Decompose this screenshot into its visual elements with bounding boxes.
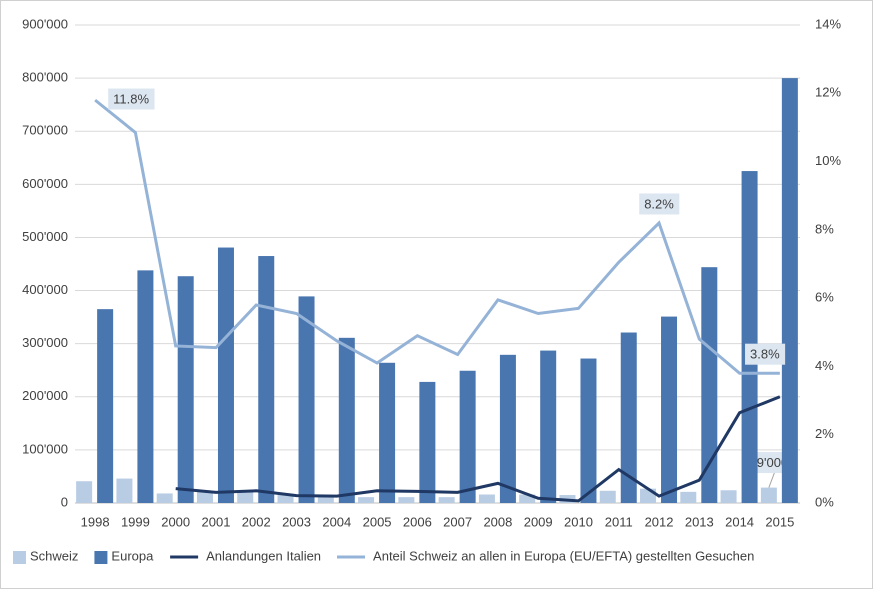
y-tick-label: 600'000 (22, 176, 68, 191)
bar (338, 337, 355, 503)
bar (419, 381, 436, 503)
y2-tick-label: 6% (815, 290, 834, 305)
x-tick-label: 2010 (564, 514, 593, 529)
bar (680, 491, 697, 503)
bar (317, 495, 334, 503)
x-tick-label: 2015 (765, 514, 794, 529)
y2-tick-label: 2% (815, 426, 834, 441)
bar (760, 487, 777, 503)
x-tick-label: 2014 (725, 514, 754, 529)
bar (540, 350, 557, 503)
data-label: 11.8% (113, 92, 149, 107)
bar (137, 270, 154, 503)
line (175, 395, 781, 503)
y-tick-label: 0 (61, 494, 68, 509)
bar (237, 491, 254, 503)
bar (97, 309, 114, 503)
y2-tick-label: 12% (815, 85, 841, 100)
bar (519, 494, 536, 503)
bar (701, 267, 718, 503)
y2-tick-label: 10% (815, 153, 841, 168)
data-label-box (639, 193, 680, 215)
legend-label: Anlandungen Italien (206, 548, 321, 563)
bar (156, 493, 173, 503)
line (94, 98, 780, 375)
legend-swatch (13, 551, 26, 564)
bar (459, 370, 476, 503)
bar (478, 494, 495, 503)
y-tick-label: 900'000 (22, 16, 68, 31)
x-tick-label: 2009 (524, 514, 553, 529)
bar (741, 171, 758, 504)
x-tick-label: 2005 (363, 514, 392, 529)
bar (258, 256, 275, 503)
bar (177, 276, 194, 503)
bar (277, 495, 294, 503)
bar (438, 497, 455, 503)
x-tick-label: 2012 (645, 514, 674, 529)
x-tick-label: 2008 (483, 514, 512, 529)
legend-label: Anteil Schweiz an allen in Europa (EU/EF… (373, 548, 754, 563)
x-tick-label: 2001 (202, 514, 231, 529)
y-tick-label: 700'000 (22, 123, 68, 138)
bar (358, 497, 375, 503)
x-tick-label: 2004 (322, 514, 351, 529)
bar (661, 316, 678, 503)
bar (620, 332, 637, 503)
x-tick-label: 2006 (403, 514, 432, 529)
y-tick-label: 300'000 (22, 335, 68, 350)
bar (196, 491, 213, 503)
x-tick-label: 2002 (242, 514, 271, 529)
legend-label: Europa (111, 548, 154, 563)
data-label-box (108, 88, 155, 110)
bar (720, 490, 737, 503)
bar (580, 358, 597, 503)
bar (599, 490, 616, 503)
y-tick-label: 500'000 (22, 229, 68, 244)
y-tick-label: 200'000 (22, 388, 68, 403)
x-tick-label: 1999 (121, 514, 150, 529)
y-tick-label: 100'000 (22, 441, 68, 456)
x-tick-label: 2000 (161, 514, 190, 529)
y-tick-label: 800'000 (22, 70, 68, 85)
y2-tick-label: 8% (815, 221, 834, 236)
x-tick-label: 2011 (605, 514, 633, 529)
y2-tick-label: 4% (815, 358, 834, 373)
data-label: 3.8% (750, 347, 780, 362)
bar (398, 497, 415, 503)
bar (217, 247, 234, 503)
bar (499, 354, 516, 503)
legend-label: Schweiz (30, 548, 78, 563)
y2-tick-label: 0% (815, 494, 834, 509)
x-tick-label: 2007 (443, 514, 472, 529)
bar (76, 481, 93, 503)
x-tick-label: 2003 (282, 514, 311, 529)
data-label-box (745, 343, 786, 365)
bar (298, 296, 315, 503)
data-label: 29'000 (750, 455, 789, 470)
label-leader (768, 471, 776, 488)
bar (379, 362, 396, 503)
data-label: 8.2% (644, 196, 674, 211)
bar (116, 478, 133, 503)
x-tick-label: 2013 (685, 514, 714, 529)
y-tick-label: 400'000 (22, 282, 68, 297)
legend-swatch (94, 551, 108, 564)
x-tick-label: 1998 (81, 514, 110, 529)
bar (781, 78, 798, 503)
y2-tick-label: 14% (815, 16, 841, 31)
